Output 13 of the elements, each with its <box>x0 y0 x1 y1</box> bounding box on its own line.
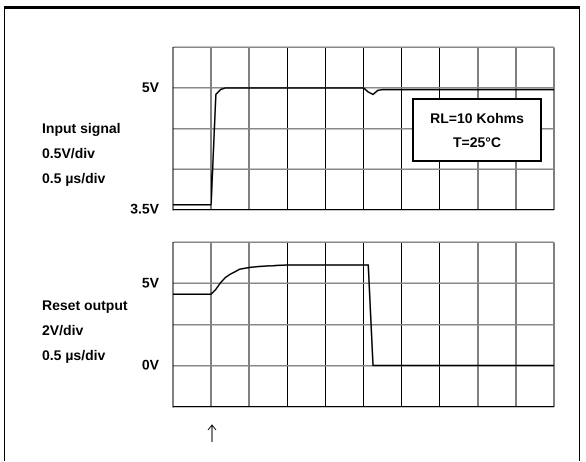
y-tick-label: 5V <box>142 274 160 290</box>
text: 0.5 µs/div <box>42 347 106 363</box>
text: 0.5 µs/div <box>42 170 106 186</box>
annotation: RL=10 Kohms <box>429 109 525 128</box>
annotation: T=25°C <box>452 133 502 152</box>
y-axis-title: Input signal <box>42 120 121 136</box>
note-box: RL=10 Kohms T=25°C <box>412 98 542 162</box>
text: 2V/div <box>42 322 84 338</box>
y-tick-label: 5V <box>142 78 160 95</box>
y-tick-label: 3.5V <box>130 200 160 216</box>
y-axis-title: Reset output <box>42 297 128 313</box>
text: 0.5V/div <box>42 145 95 161</box>
y-tick-label: 0V <box>142 356 160 372</box>
